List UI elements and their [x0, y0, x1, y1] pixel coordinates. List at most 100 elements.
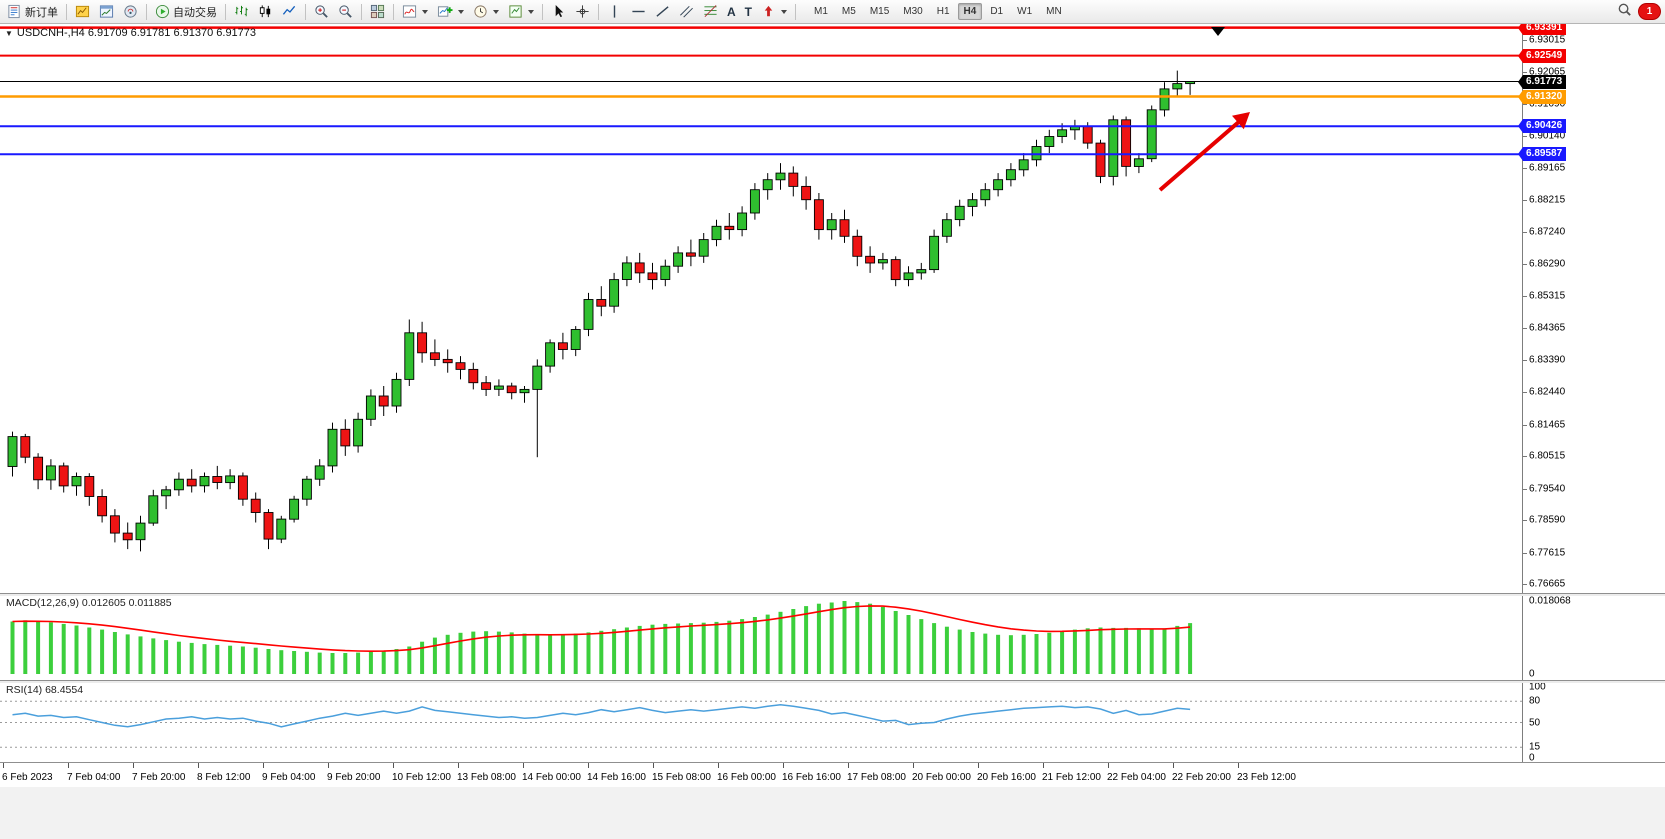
- tile-windows-button[interactable]: [366, 1, 389, 23]
- market-watch-icon: [123, 4, 138, 19]
- new-order-button[interactable]: 新订单: [3, 1, 62, 23]
- time-axis-label: 20 Feb 16:00: [977, 772, 1036, 783]
- toolbar-separator: [598, 3, 599, 20]
- macd-panel-canvas[interactable]: [0, 595, 1522, 680]
- line-chart-button[interactable]: [278, 1, 301, 23]
- bar-chart-button[interactable]: [230, 1, 253, 23]
- chevron-down-icon: [528, 9, 534, 14]
- macd-axis-label: 0.018068: [1529, 595, 1571, 607]
- price-axis-label: 6.91090: [1529, 98, 1566, 110]
- time-axis-label: 14 Feb 00:00: [522, 772, 581, 783]
- vertical-line-button[interactable]: [603, 1, 626, 23]
- fibonacci-icon: [703, 4, 718, 19]
- time-axis-label: 9 Feb 20:00: [327, 772, 381, 783]
- time-axis-label: 9 Feb 04:00: [262, 772, 316, 783]
- zoom-out-icon: [338, 4, 353, 19]
- timeframe-button-D1[interactable]: D1: [990, 6, 1004, 17]
- charts-grid-icon: [75, 4, 90, 19]
- time-axis-label: 22 Feb 20:00: [1172, 772, 1231, 783]
- zoom-in-button[interactable]: [310, 1, 333, 23]
- price-axis-label: 6.85315: [1529, 290, 1566, 302]
- timeframe-group: M1 M5 M15 M30 H1 H4 D1 W1 MN: [808, 3, 1068, 20]
- panel-splitter-macd[interactable]: [0, 593, 1665, 596]
- time-axis-label: 8 Feb 12:00: [197, 772, 251, 783]
- macd-label: MACD(12,26,9) 0.012605 0.011885: [6, 597, 172, 609]
- panel-splitter-rsi[interactable]: [0, 680, 1665, 683]
- timeframe-button-H1[interactable]: H1: [936, 6, 950, 17]
- timeframe-button-M5[interactable]: M5: [841, 6, 856, 17]
- indicators-icon: [402, 4, 417, 19]
- price-axis-label: 6.88215: [1529, 194, 1566, 206]
- text-button[interactable]: A: [723, 1, 740, 23]
- timeframe-button-M30[interactable]: M30: [903, 6, 923, 17]
- chevron-down-icon: [781, 9, 788, 14]
- periods-button[interactable]: [469, 1, 503, 23]
- rsi-axis-label: 50: [1529, 717, 1541, 728]
- chart-collapse-icon[interactable]: ▼: [5, 28, 13, 38]
- toolbar-separator: [146, 3, 147, 20]
- toolbar-separator: [542, 3, 543, 20]
- vertical-line-icon: [607, 4, 622, 19]
- time-axis-label: 6 Feb 2023: [2, 772, 53, 783]
- price-axis-label: 6.86290: [1529, 258, 1566, 270]
- cursor-button[interactable]: [547, 1, 570, 23]
- rsi-axis-label: 0: [1529, 752, 1535, 764]
- new-chart-button[interactable]: [95, 1, 118, 23]
- add-indicator-icon: [437, 4, 453, 19]
- autotrading-button[interactable]: 自动交易: [151, 1, 221, 23]
- price-level-tag: 6.90426: [1517, 119, 1567, 134]
- chevron-down-icon: [422, 9, 428, 14]
- price-axis-label: 6.77615: [1529, 547, 1566, 559]
- timeframe-button-H4[interactable]: H4: [957, 3, 983, 20]
- price-level-tag: 6.92549: [1517, 48, 1567, 63]
- price-axis-label: 6.93015: [1529, 34, 1566, 46]
- time-axis-label: 7 Feb 04:00: [67, 772, 121, 783]
- candlestick-chart-icon: [258, 4, 273, 19]
- trendline-button[interactable]: [651, 1, 674, 23]
- rsi-axis-label: 80: [1529, 695, 1541, 707]
- toolbar-separator: [66, 3, 67, 20]
- zoom-in-icon: [314, 4, 329, 19]
- rsi-panel-canvas[interactable]: [0, 682, 1522, 762]
- time-axis-label: 7 Feb 20:00: [132, 772, 186, 783]
- autotrading-play-icon: [155, 4, 170, 19]
- time-axis-label: 15 Feb 08:00: [652, 772, 711, 783]
- chart-title: ▼ USDCNH-,H4 6.91709 6.91781 6.91370 6.9…: [5, 27, 256, 39]
- cursor-icon: [551, 4, 566, 19]
- rsi-label: RSI(14) 68.4554: [6, 684, 84, 696]
- add-indicator-button[interactable]: [433, 1, 468, 23]
- time-axis-label: 14 Feb 16:00: [587, 772, 646, 783]
- time-axis-label: 23 Feb 12:00: [1237, 772, 1296, 783]
- rsi-axis-label: 100: [1529, 681, 1546, 693]
- timeframe-button-MN[interactable]: MN: [1046, 6, 1062, 17]
- fibonacci-button[interactable]: [699, 1, 722, 23]
- status-area: [0, 786, 1665, 839]
- price-level-tag: 6.91773: [1517, 74, 1567, 89]
- indicators-button[interactable]: [398, 1, 432, 23]
- market-watch-button[interactable]: [119, 1, 142, 23]
- price-axis[interactable]: 6.93015 6.92065 6.91090 6.90140 6.89165 6.882…: [1517, 20, 1665, 764]
- templates-button[interactable]: [504, 1, 538, 23]
- zoom-out-button[interactable]: [334, 1, 357, 23]
- tile-windows-icon: [370, 4, 385, 19]
- bar-chart-icon: [234, 4, 249, 19]
- search-icon[interactable]: [1617, 2, 1632, 22]
- main-chart-canvas[interactable]: [0, 24, 1522, 593]
- timeframe-button-W1[interactable]: W1: [1017, 6, 1033, 17]
- price-axis-label: 6.83390: [1529, 354, 1566, 366]
- channel-button[interactable]: [675, 1, 698, 23]
- candlestick-chart-button[interactable]: [254, 1, 277, 23]
- charts-grid-button[interactable]: [71, 1, 94, 23]
- horizontal-line-icon: [631, 4, 646, 19]
- text-label-icon: T: [744, 4, 753, 19]
- time-axis[interactable]: 6 Feb 2023 7 Feb 04:00 7 Feb 20:00 8 Feb 12…: [0, 762, 1665, 787]
- text-label-button[interactable]: T: [741, 1, 756, 23]
- notification-badge[interactable]: 1: [1639, 4, 1660, 19]
- arrows-button[interactable]: [757, 1, 791, 23]
- crosshair-button[interactable]: [571, 1, 594, 23]
- horizontal-line-button[interactable]: [627, 1, 650, 23]
- timeframe-button-M1[interactable]: M1: [814, 6, 828, 17]
- crosshair-icon: [575, 4, 590, 19]
- timeframe-button-M15[interactable]: M15: [869, 6, 890, 17]
- toolbar: 新订单 自动交易 A T M1 M5 M15 M30 H1 H4 D1 W1 MN 1: [0, 0, 1665, 24]
